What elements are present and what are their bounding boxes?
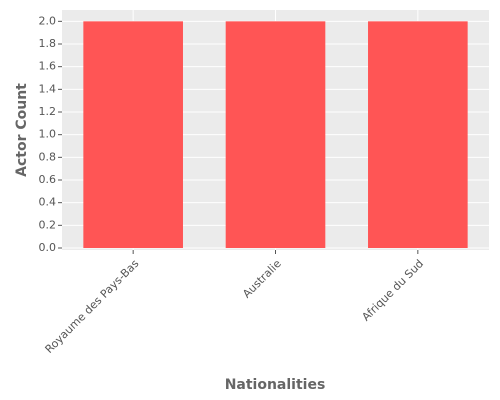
y-tick-label: 0.8	[39, 150, 57, 163]
y-axis-title: Actor Count	[14, 83, 30, 177]
y-tick-label: 2.0	[39, 14, 57, 27]
x-tick-label: Australie	[240, 257, 284, 301]
y-tick-label: 1.4	[39, 82, 57, 95]
x-tick-label: Afrique du Sud	[359, 257, 426, 324]
y-tick-label: 1.0	[39, 128, 57, 141]
x-tick-label: Royaume des Pays-Bas	[43, 257, 142, 356]
y-tick-label: 0.6	[39, 173, 57, 186]
y-tick-label: 1.2	[39, 105, 57, 118]
x-axis-title: Nationalities	[225, 377, 326, 393]
y-tick-label: 1.8	[39, 37, 57, 50]
bar	[368, 21, 468, 249]
y-tick-label: 1.6	[39, 60, 57, 73]
y-tick-label: 0.0	[39, 241, 57, 254]
y-tick-label: 0.4	[39, 196, 57, 209]
bar	[83, 21, 183, 249]
bar	[225, 21, 326, 249]
y-tick-label: 0.2	[39, 218, 57, 231]
